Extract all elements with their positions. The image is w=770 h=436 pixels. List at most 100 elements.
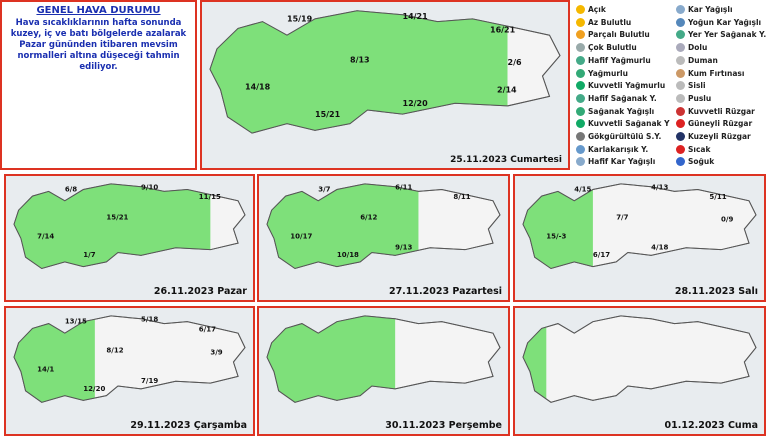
legend-item: Yer Yer Sağanak Y. [676, 29, 766, 40]
legend-icon [576, 144, 585, 154]
legend-icon [576, 43, 585, 53]
legend-icon [576, 55, 585, 65]
legend-label: Hafif Sağanak Y. [588, 93, 657, 103]
legend-label: Karlakarışık Y. [588, 144, 649, 154]
panel-date: 28.11.2023 Salı [675, 286, 758, 297]
legend-label: Sıcak [688, 144, 711, 154]
header-title: GENEL HAVA DURUMU [36, 5, 161, 16]
temperature-label: 14/1 [37, 366, 54, 374]
legend-label: Güneyli Rüzgar [688, 119, 753, 129]
temperature-label: 15/21 [315, 110, 341, 119]
legend-icon [676, 119, 685, 129]
legend-label: Açık [588, 5, 606, 14]
temperature-label: 6/12 [360, 214, 377, 222]
legend-item: Karlakarışık Y. [576, 144, 648, 155]
map-panel: 4/15 4/13 5/11 7/7 15/-3 6/17 4/18 0/9 28.11.202… [513, 174, 766, 302]
map-panel: 01.12.2023 Cuma [513, 306, 766, 436]
legend-label: Kuvvetli Yağmurlu [588, 81, 666, 91]
temperature-label: 8/13 [350, 55, 370, 64]
temperature-label: 7/14 [37, 232, 54, 240]
precip-area [267, 183, 419, 269]
legend-label: Sisli [688, 81, 706, 91]
legend-item: Az Bulutlu [576, 17, 631, 28]
header-text: Hava sıcaklıklarının hafta sonunda kuzey… [10, 18, 187, 72]
map-panel: 3/7 6/11 8/11 6/12 10/17 10/18 9/13 27.11.2023 … [257, 174, 510, 302]
legend-icon [576, 106, 585, 116]
temperature-label: 6/17 [199, 325, 216, 333]
temperature-label: 5/18 [141, 316, 158, 324]
temperature-label: 6/8 [65, 185, 77, 193]
map-panel: 13/15 5/18 6/17 8/12 14/1 12/20 7/19 3/9 29.11.2… [4, 306, 255, 436]
panel-date: 29.11.2023 Çarşamba [130, 420, 247, 431]
legend-item: Kuvvetli Yağmurlu [576, 80, 665, 91]
legend-item: Kum Fırtınası [676, 68, 744, 79]
legend-item: Kuvvetli Rüzgar [676, 106, 755, 117]
legend-icon [676, 5, 685, 14]
legend-label: Parçalı Bulutlu [588, 30, 650, 40]
legend-item: Hafif Yağmurlu [576, 55, 651, 66]
temperature-label: 12/20 [403, 99, 429, 108]
legend-icon [676, 43, 685, 53]
temperature-label: 7/7 [616, 214, 628, 222]
panel-date: 01.12.2023 Cuma [665, 420, 758, 431]
header: GENEL HAVA DURUMU Hava sıcaklıklarının h… [0, 0, 197, 170]
country-outline [266, 183, 501, 270]
legend-icon [576, 157, 585, 167]
legend-item: Puslu [676, 93, 711, 104]
legend-item: Soğuk [676, 156, 714, 167]
legend-icon [676, 17, 685, 27]
legend-icon [576, 93, 585, 103]
temperature-label: 11/15 [199, 193, 221, 201]
panel-date: 25.11.2023 Cumartesi [450, 155, 562, 165]
country-outline [209, 10, 561, 134]
legend-label: Kuzeyli Rüzgar [688, 132, 751, 141]
temperature-label: 9/10 [141, 184, 158, 192]
temperature-label: 15/19 [287, 15, 313, 24]
legend-icon [676, 81, 685, 91]
legend-item: Sıcak [676, 144, 710, 155]
legend-icon [676, 106, 685, 116]
temperature-label: 1/7 [83, 251, 95, 259]
legend-icon [576, 17, 585, 27]
temperature-label: 3/7 [318, 185, 330, 193]
legend-item: Parçalı Bulutlu [576, 29, 650, 40]
map-panel: 15/19 14/21 16/21 8/13 14/18 15/21 12/20 2/6 2/1… [200, 0, 570, 170]
legend-label: Duman [688, 55, 718, 65]
temperature-label: 6/17 [593, 251, 610, 259]
legend-icon [676, 132, 685, 141]
legend-icon [676, 93, 685, 103]
legend-icon [676, 68, 685, 78]
legend-label: Kar Yağışlı [688, 5, 733, 14]
legend-label: Az Bulutlu [588, 17, 632, 27]
legend-item: Hafif Sağanak Y. [576, 93, 657, 104]
legend-icon [676, 157, 685, 167]
legend-item: Sağanak Yağışlı [576, 106, 654, 117]
legend-label: Gökgürültülü S.Y. [588, 132, 662, 141]
legend-label: Kuvvetli Rüzgar [688, 106, 755, 116]
legend-icon [676, 30, 685, 40]
legend-item: Yağmurlu [576, 68, 628, 79]
legend-item: Gökgürültülü S.Y. [576, 131, 661, 142]
map-panel: 30.11.2023 Perşembe [257, 306, 510, 436]
country-outline [522, 315, 757, 403]
legend-item: Güneyli Rüzgar [676, 118, 752, 129]
legend-label: Soğuk [688, 157, 715, 167]
legend-icon [576, 30, 585, 40]
temperature-label: 14/21 [403, 12, 429, 21]
legend-label: Hafif Kar Yağışlı [588, 157, 656, 167]
country-outline [522, 183, 757, 270]
temperature-label: 9/13 [395, 244, 412, 252]
temperature-label: 10/17 [290, 232, 312, 240]
temperature-label: 4/18 [651, 244, 668, 252]
legend-item: Kuzeyli Rüzgar [676, 131, 751, 142]
country-outline [13, 315, 246, 403]
panel-date: 26.11.2023 Pazar [154, 286, 247, 297]
panel-date: 27.11.2023 Pazartesi [389, 286, 502, 297]
legend-label: Dolu [688, 43, 708, 53]
country-outline [266, 315, 501, 403]
legend-icon [576, 81, 585, 91]
temperature-label: 4/13 [651, 184, 668, 192]
legend-icon [576, 68, 585, 78]
